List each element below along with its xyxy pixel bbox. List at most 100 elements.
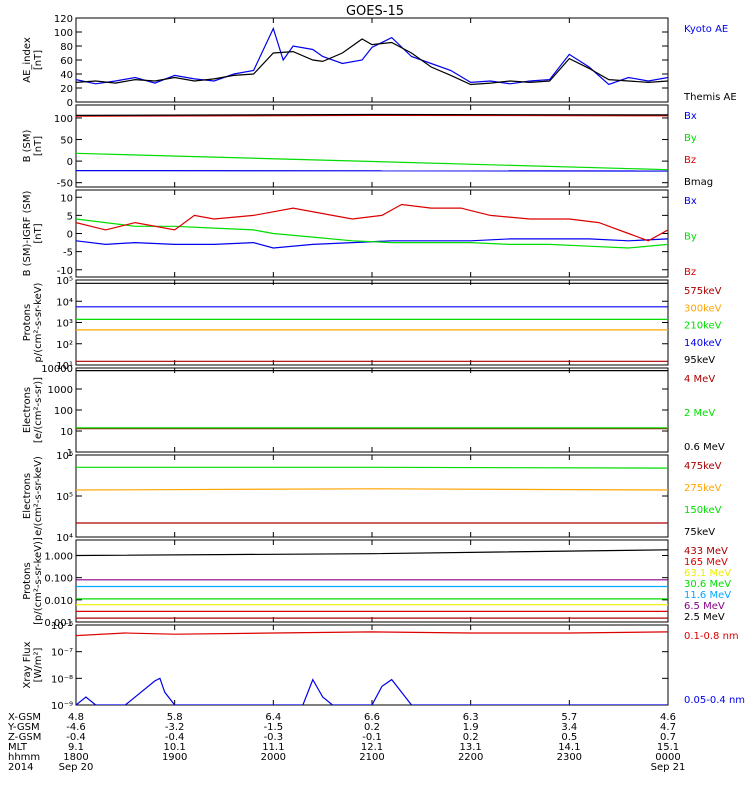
axis-tick-xgsm: 4.8 <box>68 712 84 723</box>
panel-6: 10⁴ 10⁵ 10⁶ Electrons e/(cm²-s-sr-keV) 475keV… <box>22 451 722 544</box>
legend-entry: By <box>684 232 697 243</box>
y-tick-label: 0 <box>67 230 73 241</box>
y-tick-label: 10⁴ <box>56 533 73 544</box>
y-tick-label: -5 <box>63 248 73 259</box>
y-tick-label: 40 <box>60 70 73 81</box>
legend-entry: 575keV <box>684 286 722 297</box>
axis-tick-zgsm: -0.4 <box>66 732 86 743</box>
legend-entry: 165 MeV <box>684 557 728 568</box>
axis-tick-hhmm: 2200 <box>458 752 483 763</box>
y-tick-label: 1.000 <box>44 551 73 562</box>
axis-row-label: X-GSM <box>8 712 41 723</box>
axis-row-label: Z-GSM <box>8 732 41 743</box>
y-axis-label: [nT] <box>33 136 44 156</box>
y-tick-label: 50 <box>60 136 73 147</box>
y-axis-label: B (SM) <box>22 129 33 162</box>
y-tick-label: -50 <box>57 179 73 190</box>
y-tick-label: 0.100 <box>44 574 73 585</box>
y-axis-label: [p/(cm²-s-sr-keV)] <box>33 537 44 625</box>
legend-entry: Bz <box>684 155 696 166</box>
legend-entry: 75keV <box>684 527 715 538</box>
legend-entry: 0.6 MeV <box>684 442 725 453</box>
y-axis-label: Electrons <box>22 387 33 433</box>
bottom-axis-table: X-GSMY-GSMZ-GSMMLThhmm20144.8-4.6-0.49.1… <box>7 712 685 773</box>
legend-entry: 2 MeV <box>684 408 715 419</box>
panel-frame <box>75 279 669 366</box>
y-axis-label: Protons <box>22 562 33 599</box>
axis-tick-ygsm: 1.9 <box>463 722 479 733</box>
y-tick-label: 10000 <box>41 364 73 375</box>
axis-tick-zgsm: -0.4 <box>165 732 185 743</box>
y-tick-label: 0.001 <box>44 618 73 629</box>
legend-entry: 6.5 MeV <box>684 601 725 612</box>
axis-tick-zgsm: 0.5 <box>561 732 577 743</box>
legend-entry: Bmag <box>684 177 713 188</box>
series-line-by <box>76 218 668 249</box>
legend-entry: 11.6 MeV <box>684 590 731 601</box>
y-tick-label: 10⁻⁶ <box>51 621 73 632</box>
axis-tick-ygsm: -4.6 <box>66 722 86 733</box>
series-line-0-1-0-8-nm <box>76 631 668 637</box>
axis-tick-xgsm: 6.4 <box>265 712 281 723</box>
legend-entry: 150keV <box>684 505 722 516</box>
legend-entry: 2.5 MeV <box>684 612 725 623</box>
legend-entry: 300keV <box>684 303 722 314</box>
axis-tick-xgsm: 6.3 <box>463 712 479 723</box>
axis-tick-hhmm: 1900 <box>162 752 187 763</box>
legend-entry: Kyoto AE <box>684 24 728 35</box>
series-line-kyoto-ae <box>76 26 668 86</box>
series-line-by <box>76 152 668 171</box>
y-tick-label: 10⁻⁸ <box>51 674 73 685</box>
panel-7: 0.001 0.010 0.100 1.000 Protons [p/(cm²-s-sr-… <box>22 537 731 629</box>
axis-tick-hhmm: 2000 <box>261 752 286 763</box>
y-tick-label: 100 <box>54 114 73 125</box>
y-axis-label: [e/(cm²-s-sr)] <box>33 377 44 443</box>
y-tick-label: 1 <box>67 448 73 459</box>
series-line-0-05-0-4-nm <box>76 677 668 705</box>
y-tick-label: 10⁵ <box>56 492 73 503</box>
axis-tick-ygsm: 4.7 <box>660 722 676 733</box>
axis-tick-xgsm: 5.8 <box>167 712 183 723</box>
panel-frame <box>75 104 669 188</box>
axis-tick-mlt: 10.1 <box>164 742 186 753</box>
y-axis-label: [W/m²] <box>33 647 44 682</box>
legend-entry: 63.1 MeV <box>684 568 731 579</box>
series-line-bz <box>76 114 668 117</box>
legend-entry: 475keV <box>684 461 722 472</box>
y-tick-label: 100 <box>54 406 73 417</box>
axis-tick-zgsm: -0.3 <box>264 732 284 743</box>
y-tick-label: 0 <box>67 157 73 168</box>
y-tick-label: 10⁻⁹ <box>51 701 73 712</box>
y-tick-label: 1000 <box>48 385 73 396</box>
y-tick-label: 10³ <box>56 319 73 330</box>
legend-entry: 0.1-0.8 nm <box>684 631 739 642</box>
axis-row-label: hhmm <box>8 752 40 763</box>
axis-tick-mlt: 13.1 <box>460 742 482 753</box>
legend-entry: 0.05-0.4 nm <box>684 695 745 706</box>
y-tick-label: 80 <box>60 42 73 53</box>
legend-entry: 30.6 MeV <box>684 579 731 590</box>
series-line-150kev <box>76 466 668 469</box>
y-tick-label: 10⁴ <box>56 297 73 308</box>
y-tick-label: 10 <box>60 193 73 204</box>
legend-entry: 95keV <box>684 355 715 366</box>
axis-tick-ygsm: -3.2 <box>165 722 185 733</box>
axis-tick-mlt: 15.1 <box>657 742 679 753</box>
axis-tick-ygsm: 0.2 <box>364 722 380 733</box>
panel-3: -10 -5 0 5 10 B (SM)-IGRF (SM) [nT] Bx By Bz <box>22 189 697 278</box>
legend-entry: By <box>684 133 697 144</box>
legend-entry: Bx <box>684 196 697 207</box>
y-tick-label: 0 <box>67 98 73 109</box>
y-tick-label: 5 <box>67 211 73 222</box>
series-line-2-5-mev <box>76 549 668 557</box>
y-axis-label: Xray Flux <box>22 641 33 688</box>
chart-title: GOES-15 <box>346 4 404 19</box>
series-line-275kev <box>76 488 668 491</box>
series-line-bmag <box>76 113 668 116</box>
y-axis-label: p/(cm²-s-sr-keV) <box>33 282 44 362</box>
y-tick-label: 100 <box>54 28 73 39</box>
panel-2: -50 0 50 100 B (SM) [nT] Bx By Bz Bmag <box>22 104 713 190</box>
axis-tick-zgsm: 0.7 <box>660 732 676 743</box>
axis-tick-mlt: 11.1 <box>262 742 284 753</box>
